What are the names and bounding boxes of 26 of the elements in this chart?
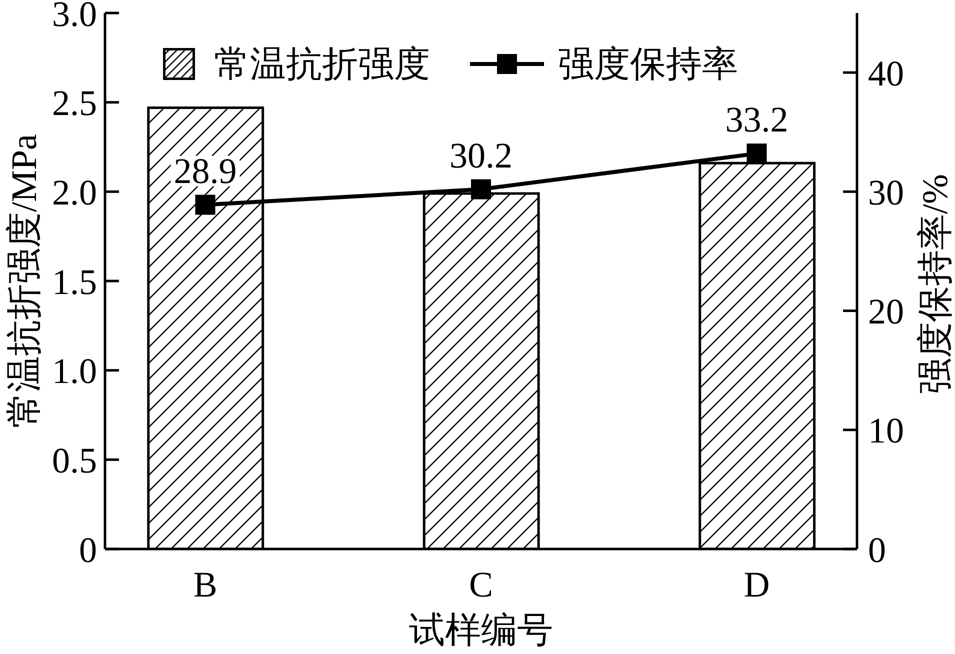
y2-tick-label: 0 [868, 530, 886, 570]
y-tick-label: 0.5 [52, 440, 97, 480]
y-tick-label: 2.0 [52, 172, 97, 212]
y-tick-label: 0 [79, 530, 97, 570]
x-axis-title: 试样编号 [409, 610, 553, 650]
y-axis-title: 常温抗折强度/MPa [4, 134, 44, 428]
y2-tick-label: 10 [868, 410, 904, 451]
x-tick-label: C [468, 564, 494, 605]
y2-tick-label: 40 [868, 53, 904, 94]
point [195, 194, 216, 215]
x-tick-label: D [744, 564, 770, 605]
y-tick-label: 1.0 [52, 351, 97, 392]
x-tick-label: B [193, 564, 218, 605]
data-label: 28.9 [174, 150, 237, 191]
point [746, 144, 767, 164]
series-label: 常温抗折强度 [214, 44, 430, 84]
data-label: 30.2 [450, 135, 512, 176]
y2-axis-title: 强度保持率/% [915, 174, 955, 394]
y2-tick-label: 30 [868, 172, 904, 212]
y-tick-label: 3.0 [52, 0, 97, 34]
y-tick-label: 1.5 [52, 262, 97, 302]
legend-label: 强度保持率 [558, 44, 738, 84]
y2-tick-label: 20 [868, 292, 904, 332]
y-tick-label: 2.5 [52, 83, 97, 124]
point [471, 179, 491, 200]
data-label: 33.2 [725, 100, 788, 140]
